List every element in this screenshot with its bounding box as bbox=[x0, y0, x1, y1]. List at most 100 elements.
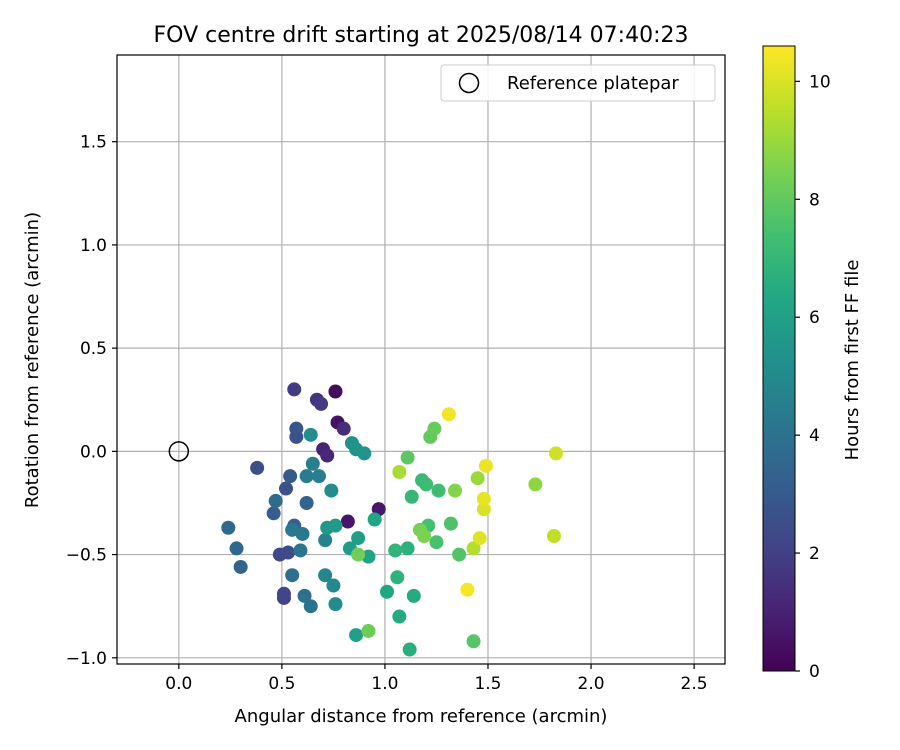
data-point bbox=[318, 568, 333, 583]
legend-box bbox=[440, 64, 716, 102]
y-tick-label: −1.0 bbox=[66, 649, 107, 669]
colorbar-tick-label: 10 bbox=[809, 72, 831, 92]
x-tick-label: 2.5 bbox=[681, 674, 708, 694]
reference-marker-group bbox=[168, 441, 190, 462]
data-point bbox=[324, 483, 339, 498]
data-point bbox=[429, 535, 444, 550]
data-point bbox=[314, 396, 329, 411]
colorbar-tick-label: 6 bbox=[809, 308, 820, 328]
data-point bbox=[460, 582, 475, 597]
legend-label: Reference platepar bbox=[507, 73, 679, 94]
colorbar-tick-label: 4 bbox=[809, 426, 820, 446]
x-axis-label: Angular distance from reference (arcmin) bbox=[235, 706, 608, 727]
data-point bbox=[233, 559, 248, 574]
data-point bbox=[303, 427, 318, 442]
data-point bbox=[276, 586, 291, 601]
legend-marker-icon bbox=[458, 72, 480, 94]
data-point bbox=[548, 446, 563, 461]
y-tick-label: 0.5 bbox=[80, 339, 107, 359]
reference-platepar-marker bbox=[168, 441, 190, 462]
chart-title: FOV centre drift starting at 2025/08/14 … bbox=[154, 23, 689, 48]
data-point bbox=[326, 578, 341, 593]
colorbar-gradient bbox=[762, 45, 796, 672]
data-point bbox=[546, 529, 561, 544]
data-point bbox=[305, 456, 320, 471]
data-point bbox=[297, 588, 312, 603]
data-point bbox=[328, 384, 343, 399]
y-tick-label: 0.0 bbox=[80, 442, 107, 462]
y-tick-label: 1.5 bbox=[80, 133, 107, 153]
data-point bbox=[528, 477, 543, 492]
colorbar-tick-label: 2 bbox=[809, 544, 820, 564]
data-point bbox=[431, 483, 446, 498]
data-point bbox=[351, 531, 366, 546]
data-point bbox=[392, 465, 407, 480]
data-point bbox=[299, 495, 314, 510]
data-point bbox=[388, 543, 403, 558]
grid bbox=[117, 55, 725, 664]
y-tick-label: 1.0 bbox=[80, 236, 107, 256]
data-point bbox=[443, 516, 458, 531]
data-point bbox=[229, 541, 244, 556]
colorbar-tick-label: 8 bbox=[809, 190, 820, 210]
x-tick-label: 2.0 bbox=[578, 674, 605, 694]
data-point bbox=[285, 568, 300, 583]
data-point bbox=[328, 518, 343, 533]
data-point bbox=[299, 469, 314, 484]
legend: Reference platepar bbox=[440, 64, 716, 102]
data-point bbox=[400, 450, 415, 465]
data-point bbox=[293, 543, 308, 558]
data-point bbox=[452, 547, 467, 562]
data-point bbox=[289, 421, 304, 436]
data-point bbox=[448, 483, 463, 498]
y-axis-label: Rotation from reference (arcmin) bbox=[22, 212, 43, 508]
data-point bbox=[417, 529, 432, 544]
data-point bbox=[390, 570, 405, 585]
data-point bbox=[470, 471, 485, 486]
data-point bbox=[404, 489, 419, 504]
data-point bbox=[351, 547, 366, 562]
data-point bbox=[281, 545, 296, 560]
colorbar-ticks: 0 2 4 6 8 10 bbox=[795, 72, 831, 682]
data-point bbox=[268, 493, 283, 508]
colorbar: 0 2 4 6 8 10 Hours from first FF file bbox=[762, 45, 863, 682]
y-tick-label: −0.5 bbox=[66, 546, 107, 566]
data-point bbox=[320, 448, 335, 463]
data-point bbox=[318, 533, 333, 548]
data-point bbox=[419, 477, 434, 492]
data-point bbox=[472, 531, 487, 546]
data-point bbox=[478, 458, 493, 473]
data-point bbox=[283, 469, 298, 484]
plot-area bbox=[116, 54, 726, 665]
data-point bbox=[303, 599, 318, 614]
data-point bbox=[279, 481, 294, 496]
x-tick-label: 0.0 bbox=[165, 674, 192, 694]
x-axis: 0.0 0.5 1.0 1.5 2.0 2.5 bbox=[165, 664, 708, 694]
data-point bbox=[392, 609, 407, 624]
data-point bbox=[328, 597, 343, 612]
data-point bbox=[266, 506, 281, 521]
x-tick-label: 1.0 bbox=[371, 674, 398, 694]
x-tick-label: 0.5 bbox=[268, 674, 295, 694]
data-point bbox=[357, 446, 372, 461]
plot-frame bbox=[116, 54, 726, 665]
data-point bbox=[476, 502, 491, 517]
data-point bbox=[361, 623, 376, 638]
data-point bbox=[349, 628, 364, 643]
data-point bbox=[441, 407, 456, 422]
y-axis: −1.0 −0.5 0.0 0.5 1.0 1.5 bbox=[66, 133, 117, 669]
data-point bbox=[367, 512, 382, 527]
data-point bbox=[427, 421, 442, 436]
data-point bbox=[295, 526, 310, 541]
data-point bbox=[400, 541, 415, 556]
data-point bbox=[250, 460, 265, 475]
data-point bbox=[379, 584, 394, 599]
data-points bbox=[221, 382, 563, 657]
data-point bbox=[340, 514, 355, 529]
data-point bbox=[406, 588, 421, 603]
data-point bbox=[466, 634, 481, 649]
data-point bbox=[402, 642, 417, 657]
x-tick-label: 1.5 bbox=[474, 674, 501, 694]
data-point bbox=[221, 520, 236, 535]
